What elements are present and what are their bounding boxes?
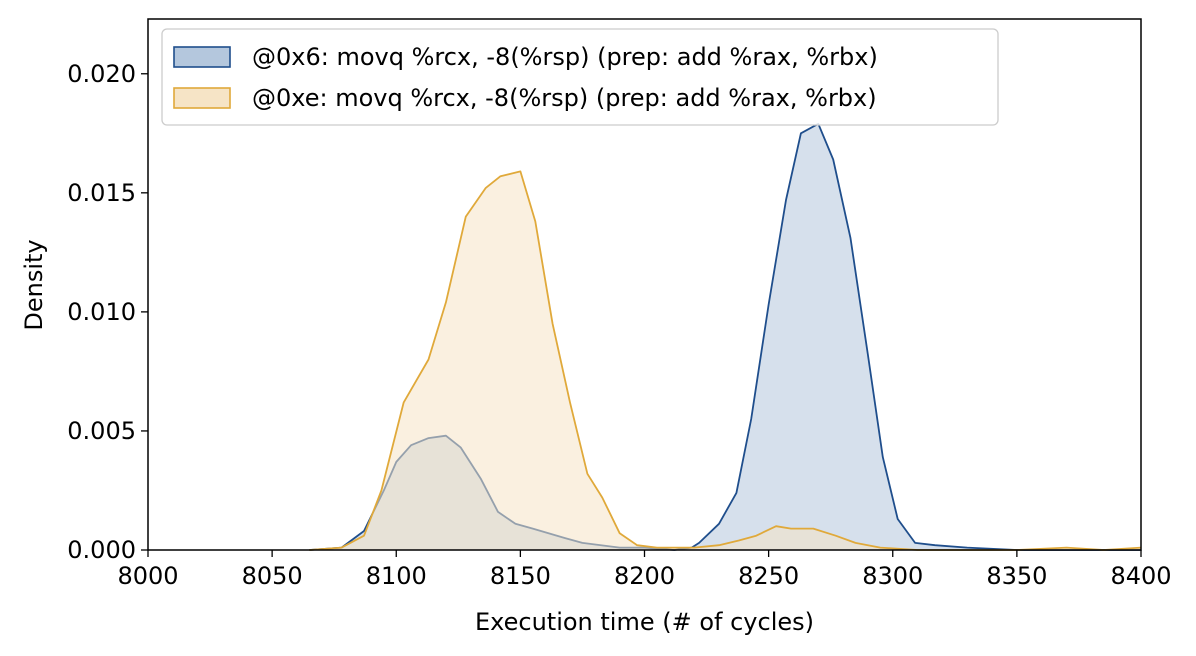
- x-tick-label-8150: 8150: [490, 562, 551, 590]
- legend-swatch-1: [173, 46, 231, 68]
- y-tick-label-0-015: 0.015: [67, 179, 136, 207]
- series-2-area: [309, 171, 1141, 550]
- x-tick-label-8200: 8200: [614, 562, 675, 590]
- legend-swatch-2: [173, 87, 231, 109]
- y-tick-label-0-010: 0.010: [67, 298, 136, 326]
- x-tick-label-8400: 8400: [1110, 562, 1171, 590]
- y-tick-label-0-005: 0.005: [67, 417, 136, 445]
- x-tick-label-8350: 8350: [986, 562, 1047, 590]
- legend: @0x6: movq %rcx, -8(%rsp) (prep: add %ra…: [161, 28, 999, 126]
- x-axis-label: Execution time (# of cycles): [475, 608, 814, 636]
- y-axis-label: Density: [20, 239, 48, 330]
- legend-box: [161, 28, 999, 126]
- legend-label-2: @0xe: movq %rcx, -8(%rsp) (prep: add %ra…: [252, 84, 877, 112]
- series-2-line: [309, 170, 1142, 551]
- y-tick-label-0-020: 0.020: [67, 60, 136, 88]
- legend-label-1: @0x6: movq %rcx, -8(%rsp) (prep: add %ra…: [252, 43, 878, 71]
- x-tick-label-8300: 8300: [862, 562, 923, 590]
- x-tick-label-8100: 8100: [366, 562, 427, 590]
- y-axis-ticks: 0.000 0.005 0.010 0.015 0.020: [67, 60, 148, 564]
- series-layer: [309, 122, 1142, 551]
- x-tick-label-8000: 8000: [117, 562, 178, 590]
- x-tick-label-8050: 8050: [242, 562, 303, 590]
- x-tick-label-8250: 8250: [738, 562, 799, 590]
- y-tick-label-0-000: 0.000: [67, 536, 136, 564]
- x-axis-ticks: 8000 8050 8100 8150 8200 8250 8300 8350 8400: [117, 550, 1172, 590]
